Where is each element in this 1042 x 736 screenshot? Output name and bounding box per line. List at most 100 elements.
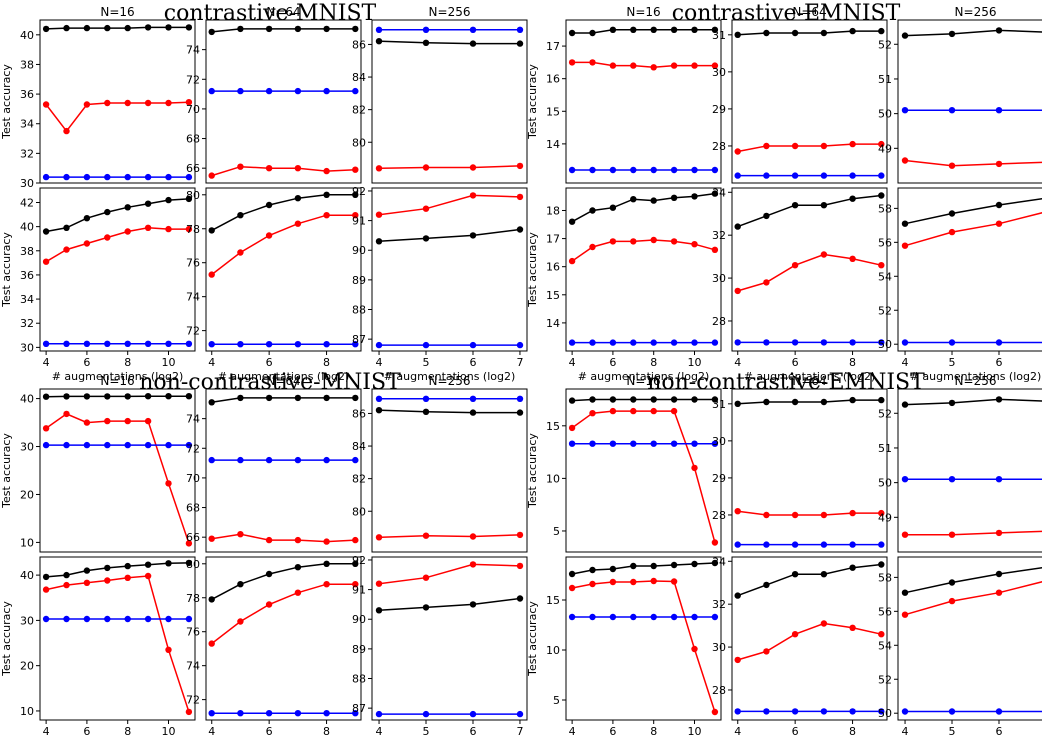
data-point-black bbox=[948, 579, 956, 586]
y-tick-label: 91 bbox=[352, 584, 366, 597]
data-point-black bbox=[711, 559, 719, 567]
data-point-blue bbox=[323, 456, 330, 464]
data-point-blue bbox=[323, 87, 330, 95]
data-point-red bbox=[734, 656, 741, 664]
data-point-blue bbox=[144, 340, 152, 347]
plot-frame bbox=[731, 388, 888, 553]
data-point-red bbox=[878, 631, 885, 638]
panel-title: N=256 bbox=[955, 374, 997, 388]
data-point-blue bbox=[265, 710, 273, 717]
plot-frame bbox=[371, 19, 528, 184]
data-point-red bbox=[104, 234, 111, 241]
data-point-black bbox=[323, 394, 330, 402]
y-tick-label: 72 bbox=[186, 73, 200, 86]
x-tick-label: 4 bbox=[902, 725, 909, 736]
data-point-blue bbox=[422, 710, 430, 718]
y-tick-label: 89 bbox=[352, 274, 366, 287]
data-point-red bbox=[63, 246, 70, 253]
data-point-blue bbox=[104, 173, 111, 181]
data-point-blue bbox=[878, 541, 885, 548]
y-tick-label: 49 bbox=[878, 511, 892, 524]
y-tick-label: 28 bbox=[712, 140, 726, 153]
x-tick-label: 6 bbox=[266, 725, 273, 736]
panel-3-0-2: N=256 49 50 51 52 bbox=[878, 374, 1042, 553]
data-point-blue bbox=[691, 613, 698, 621]
data-point-blue bbox=[650, 440, 657, 447]
data-point-red bbox=[734, 287, 741, 295]
panel-title: N=16 bbox=[100, 5, 134, 19]
data-point-red bbox=[185, 708, 193, 716]
y-axis-label: Test accuracy bbox=[526, 433, 539, 509]
y-tick-label: 30 bbox=[20, 341, 34, 354]
data-point-red bbox=[516, 562, 524, 570]
data-point-blue bbox=[208, 710, 215, 717]
data-point-blue bbox=[995, 708, 1003, 715]
y-tick-label: 5 bbox=[553, 525, 560, 538]
data-point-red bbox=[650, 64, 657, 71]
data-point-blue bbox=[630, 613, 637, 621]
data-point-black bbox=[901, 401, 909, 408]
data-point-black bbox=[878, 192, 885, 199]
data-point-blue bbox=[208, 87, 215, 95]
data-point-red bbox=[265, 536, 273, 544]
data-point-blue bbox=[650, 613, 657, 621]
y-tick-label: 20 bbox=[20, 488, 34, 501]
data-point-black bbox=[568, 397, 576, 404]
plot-frame bbox=[205, 388, 362, 553]
data-point-blue bbox=[422, 341, 430, 349]
data-point-black bbox=[63, 24, 70, 32]
data-point-red bbox=[763, 279, 770, 286]
y-tick-label: 87 bbox=[352, 702, 366, 715]
data-point-blue bbox=[734, 172, 741, 179]
y-tick-label: 56 bbox=[878, 236, 892, 249]
data-point-blue bbox=[469, 341, 477, 349]
plot-frame bbox=[897, 19, 1042, 184]
x-tick-label: 4 bbox=[43, 356, 50, 369]
series-line-black bbox=[737, 194, 882, 228]
y-tick-label: 14 bbox=[546, 138, 560, 151]
data-point-black bbox=[630, 26, 637, 33]
panel-title: N=16 bbox=[100, 374, 134, 388]
data-point-black bbox=[763, 29, 770, 37]
data-point-black bbox=[237, 25, 244, 33]
data-point-red bbox=[375, 165, 383, 172]
plot-frame bbox=[39, 187, 196, 352]
y-tick-label: 92 bbox=[352, 554, 366, 567]
data-point-black bbox=[901, 220, 909, 227]
series-line-red bbox=[737, 510, 882, 516]
series-line-red bbox=[45, 227, 189, 263]
panel-title: N=16 bbox=[626, 374, 660, 388]
data-point-black bbox=[568, 570, 576, 578]
y-axis-label: Test accuracy bbox=[526, 64, 539, 140]
data-point-blue bbox=[63, 173, 70, 181]
data-point-black bbox=[734, 31, 741, 38]
data-point-blue bbox=[734, 708, 741, 715]
data-point-blue bbox=[83, 441, 91, 449]
data-point-black bbox=[375, 238, 383, 245]
data-point-blue bbox=[609, 440, 617, 447]
x-tick-label: 8 bbox=[849, 725, 856, 736]
data-point-red bbox=[63, 127, 70, 135]
data-point-red bbox=[323, 581, 330, 588]
data-point-red bbox=[734, 508, 741, 515]
data-point-blue bbox=[42, 615, 50, 623]
data-point-red bbox=[42, 425, 50, 432]
data-point-black bbox=[948, 210, 956, 217]
plot-frame bbox=[565, 388, 722, 553]
y-tick-label: 74 bbox=[186, 44, 200, 57]
series-line-red bbox=[211, 214, 356, 276]
data-point-red bbox=[294, 165, 302, 172]
data-point-blue bbox=[352, 710, 359, 717]
y-tick-label: 30 bbox=[20, 614, 34, 627]
y-tick-label: 90 bbox=[352, 244, 366, 257]
data-point-red bbox=[995, 160, 1003, 168]
plot-frame bbox=[39, 556, 196, 721]
y-tick-label: 51 bbox=[878, 442, 892, 455]
data-point-black bbox=[995, 201, 1003, 209]
data-point-blue bbox=[670, 339, 678, 346]
data-point-red bbox=[422, 164, 430, 171]
data-point-black bbox=[422, 604, 430, 611]
y-tick-label: 15 bbox=[546, 594, 560, 607]
x-tick-label: 7 bbox=[516, 356, 523, 369]
